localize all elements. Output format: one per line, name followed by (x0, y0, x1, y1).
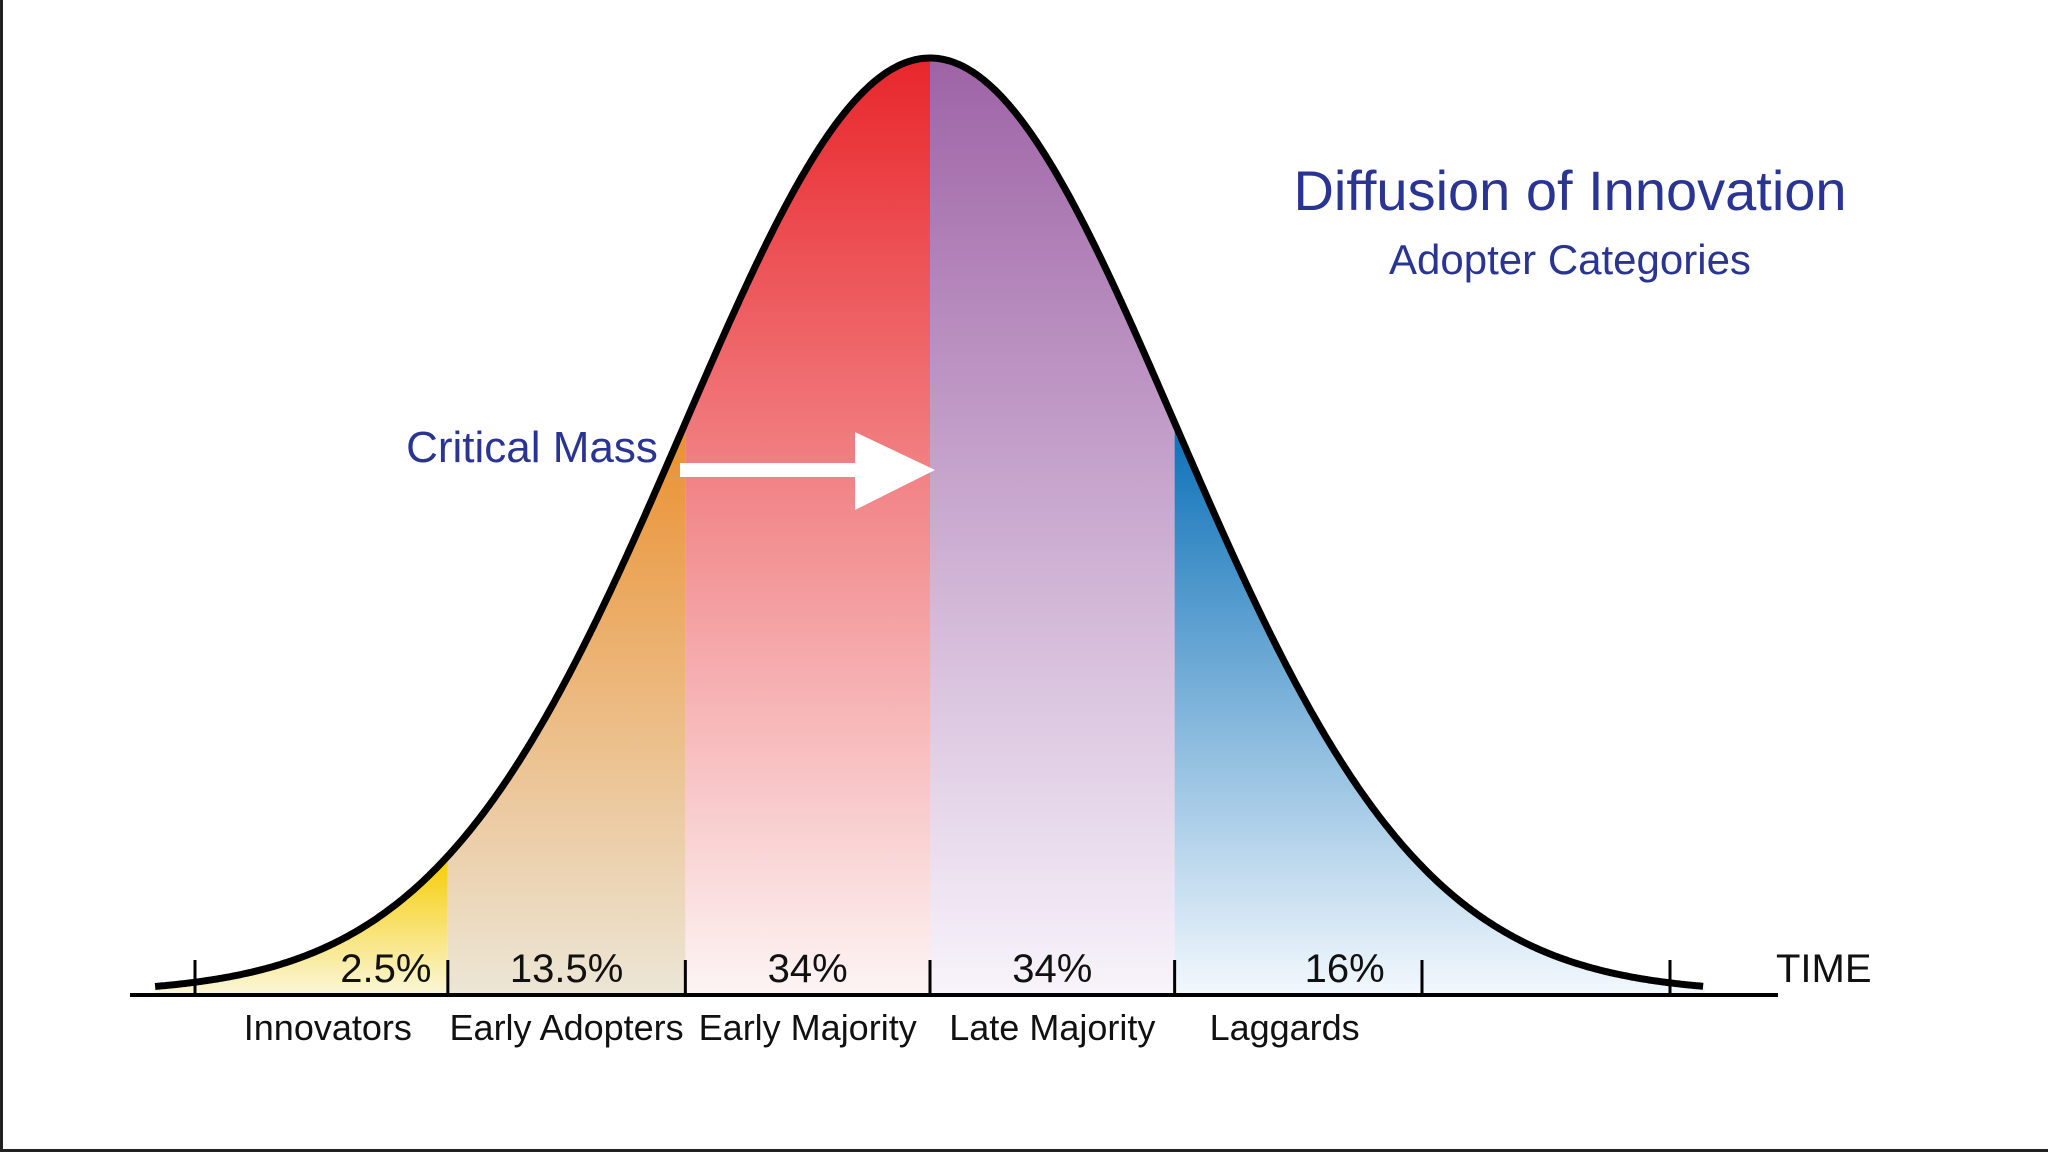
segment-percent-label: 34% (1012, 947, 1092, 991)
chart-title: Diffusion of Innovation (1293, 159, 1846, 222)
segment-area-early-majority (685, 58, 930, 993)
x-axis-label: TIME (1776, 947, 1872, 991)
segment-category-label: Early Adopters (450, 1007, 684, 1048)
segment-percent-label: 16% (1305, 947, 1385, 991)
bell-curve-line (154, 54, 1704, 990)
critical-mass-arrow-icon (680, 432, 935, 510)
segment-category-label: Innovators (244, 1007, 412, 1048)
segment-area-late-majority (930, 58, 1175, 993)
segment-labels: 2.5% Innovators 13.5% Early Adopters 34% Earl… (244, 947, 1385, 1048)
segment-fills (155, 58, 1705, 993)
segment-percent-label: 34% (768, 947, 848, 991)
segment-area-laggards (1174, 422, 1705, 993)
segment-area-innovators (155, 856, 448, 993)
segment-category-label: Late Majority (949, 1007, 1155, 1048)
critical-mass-annotation: Critical Mass (406, 423, 658, 472)
chart-subtitle: Adopter Categories (1389, 236, 1751, 283)
segment-category-label: Laggards (1210, 1007, 1360, 1048)
axis-ticks (193, 960, 1672, 995)
segment-percent-label: 2.5% (340, 947, 431, 991)
segment-percent-label: 13.5% (510, 947, 623, 991)
segment-category-label: Early Majority (699, 1007, 917, 1048)
